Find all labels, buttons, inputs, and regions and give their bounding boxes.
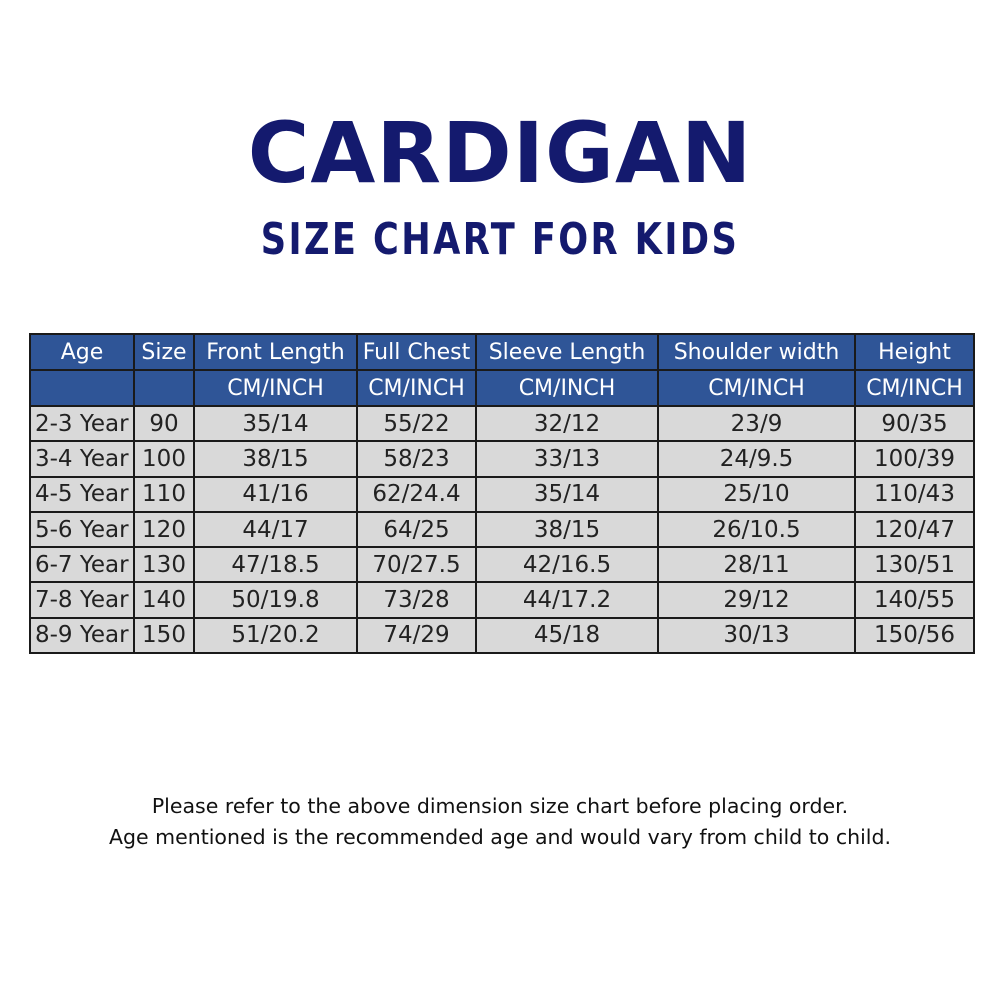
header-row: Age Size Front Length Full Chest Sleeve Leng… — [29, 333, 975, 371]
table-cell: 50/19.8 — [193, 581, 358, 619]
table-cell: 90 — [133, 404, 195, 443]
page-title: CARDIGAN — [247, 104, 753, 202]
table-cell: 33/13 — [475, 440, 659, 478]
unit-header — [29, 369, 135, 407]
table-cell: 110 — [133, 475, 195, 513]
table-row: 3-4 Year 100 38/15 58/23 33/13 24/9.5 100/39 — [29, 440, 975, 478]
table-cell: 90/35 — [854, 404, 975, 443]
column-header: Height — [854, 333, 975, 371]
table-cell: 24/9.5 — [657, 440, 856, 478]
table-cell: 64/25 — [356, 510, 477, 549]
table-row: 8-9 Year 150 51/20.2 74/29 45/18 30/13 150/56 — [29, 616, 975, 655]
table-cell: 110/43 — [854, 475, 975, 513]
table-cell: 44/17.2 — [475, 581, 659, 619]
table-cell: 130 — [133, 546, 195, 584]
table-cell: 55/22 — [356, 404, 477, 443]
table-cell: 30/13 — [657, 616, 856, 655]
table-cell: 42/16.5 — [475, 546, 659, 584]
column-header: Shoulder width — [657, 333, 856, 371]
table-cell: 58/23 — [356, 440, 477, 478]
table-row: 4-5 Year 110 41/16 62/24.4 35/14 25/10 110/43 — [29, 475, 975, 513]
table-cell: 120/47 — [854, 510, 975, 549]
table-cell: 38/15 — [475, 510, 659, 549]
table-cell: 23/9 — [657, 404, 856, 443]
unit-header: CM/INCH — [475, 369, 659, 407]
table-cell: 35/14 — [193, 404, 358, 443]
table-row: 7-8 Year 140 50/19.8 73/28 44/17.2 29/12 140/5… — [29, 581, 975, 619]
table-cell: 130/51 — [854, 546, 975, 584]
table-cell: 140/55 — [854, 581, 975, 619]
table-cell: 100/39 — [854, 440, 975, 478]
table-cell: 28/11 — [657, 546, 856, 584]
column-header: Size — [133, 333, 195, 371]
table-cell: 3-4 Year — [29, 440, 135, 478]
unit-header: CM/INCH — [854, 369, 975, 407]
table-cell: 7-8 Year — [29, 581, 135, 619]
table-cell: 4-5 Year — [29, 475, 135, 513]
table-cell: 120 — [133, 510, 195, 549]
page-subtitle: SIZE CHART FOR KIDS — [260, 214, 740, 265]
table-cell: 8-9 Year — [29, 616, 135, 655]
table-cell: 5-6 Year — [29, 510, 135, 549]
column-header: Age — [29, 333, 135, 371]
table-cell: 51/20.2 — [193, 616, 358, 655]
table-cell: 150/56 — [854, 616, 975, 655]
table-cell: 47/18.5 — [193, 546, 358, 584]
table-row: 2-3 Year 90 35/14 55/22 32/12 23/9 90/35 — [29, 404, 975, 443]
table-cell: 100 — [133, 440, 195, 478]
table-row: 5-6 Year 120 44/17 64/25 38/15 26/10.5 120/47 — [29, 510, 975, 549]
note-line-2: Age mentioned is the recommended age and… — [108, 825, 892, 849]
table-cell: 45/18 — [475, 616, 659, 655]
table-cell: 29/12 — [657, 581, 856, 619]
unit-header — [133, 369, 195, 407]
table-cell: 26/10.5 — [657, 510, 856, 549]
column-header: Sleeve Length — [475, 333, 659, 371]
unit-header: CM/INCH — [657, 369, 856, 407]
table-cell: 73/28 — [356, 581, 477, 619]
table-cell: 74/29 — [356, 616, 477, 655]
table-cell: 6-7 Year — [29, 546, 135, 584]
table-cell: 2-3 Year — [29, 404, 135, 443]
size-chart-table: Age Size Front Length Full Chest Sleeve Leng… — [29, 333, 975, 655]
table-cell: 44/17 — [193, 510, 358, 549]
unit-header: CM/INCH — [193, 369, 358, 407]
table-cell: 140 — [133, 581, 195, 619]
note-line-1: Please refer to the above dimension size… — [151, 794, 849, 818]
table-cell: 150 — [133, 616, 195, 655]
table-cell: 41/16 — [193, 475, 358, 513]
column-header: Full Chest — [356, 333, 477, 371]
table-cell: 62/24.4 — [356, 475, 477, 513]
table-cell: 25/10 — [657, 475, 856, 513]
table-cell: 35/14 — [475, 475, 659, 513]
column-header: Front Length — [193, 333, 358, 371]
units-row: CM/INCH CM/INCH CM/INCH CM/INCH CM/INCH — [29, 369, 975, 407]
table-cell: 32/12 — [475, 404, 659, 443]
table-row: 6-7 Year 130 47/18.5 70/27.5 42/16.5 28/11 130… — [29, 546, 975, 584]
table-cell: 38/15 — [193, 440, 358, 478]
unit-header: CM/INCH — [356, 369, 477, 407]
table-cell: 70/27.5 — [356, 546, 477, 584]
